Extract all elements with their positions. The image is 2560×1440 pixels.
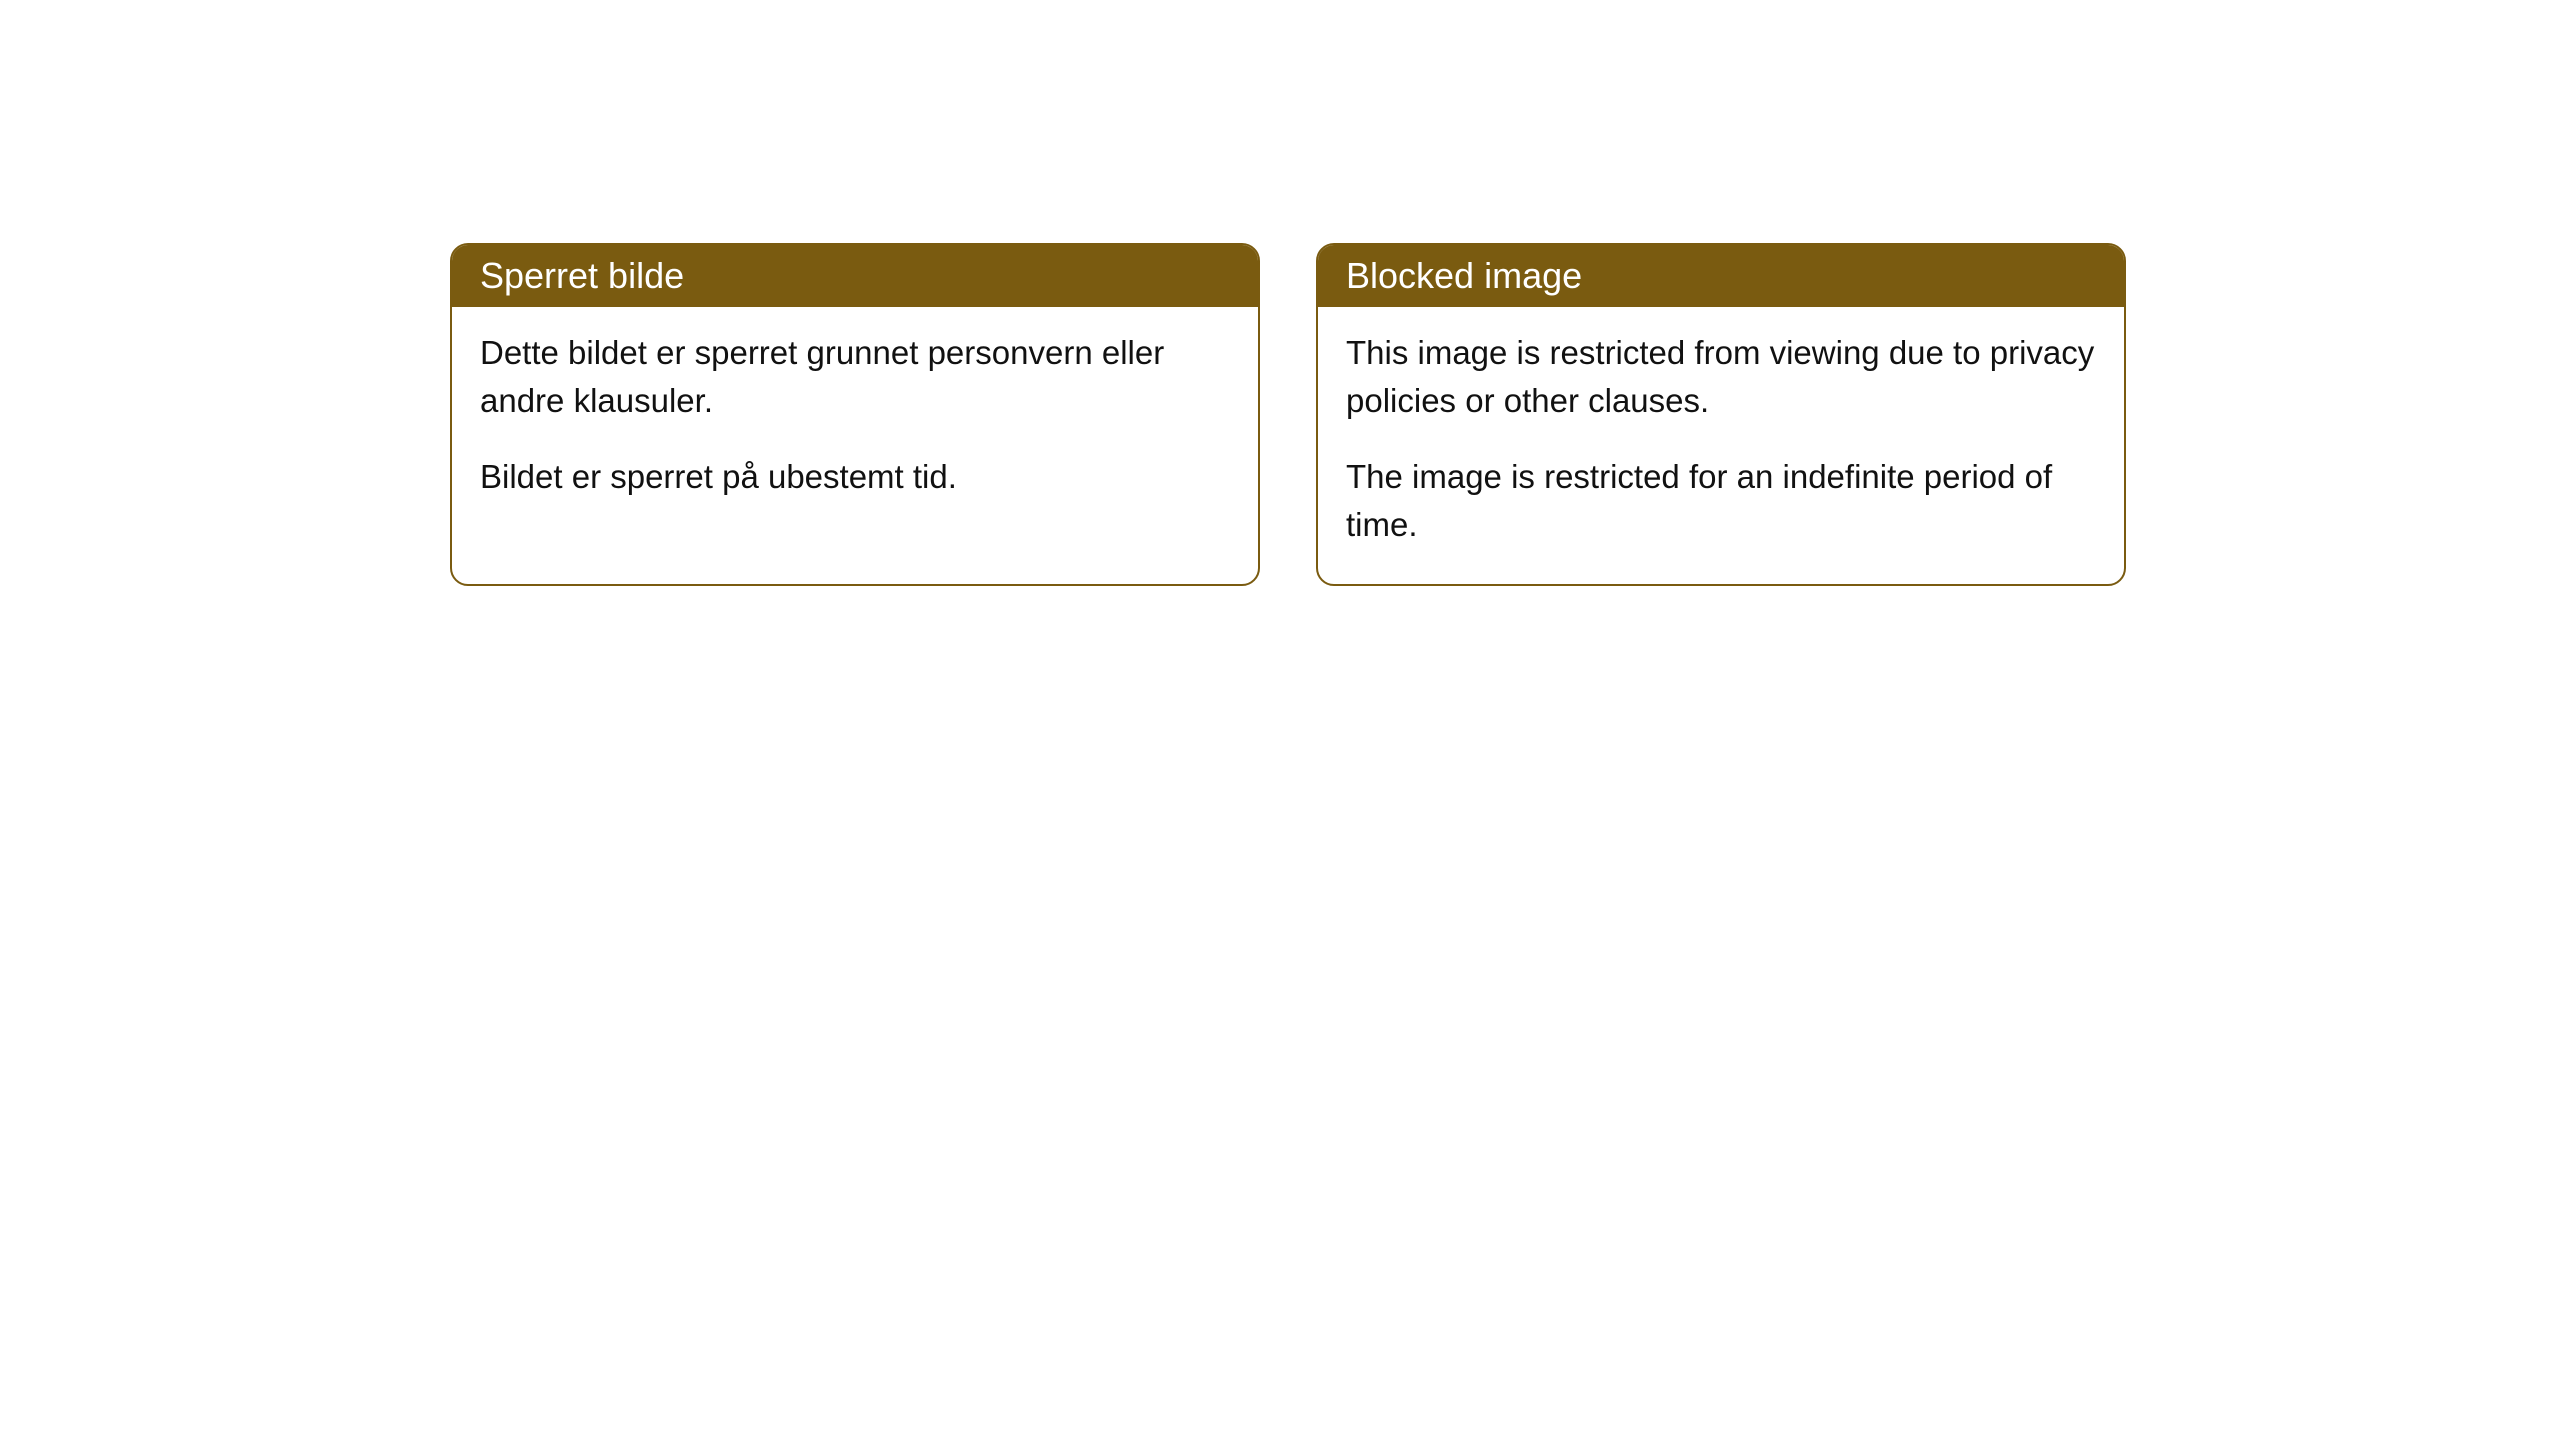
notice-card-english: Blocked image This image is restricted f… bbox=[1316, 243, 2126, 586]
card-title: Blocked image bbox=[1346, 255, 1582, 296]
card-body: This image is restricted from viewing du… bbox=[1318, 307, 2124, 584]
card-body: Dette bildet er sperret grunnet personve… bbox=[452, 307, 1258, 537]
card-paragraph: This image is restricted from viewing du… bbox=[1346, 329, 2096, 425]
notice-container: Sperret bilde Dette bildet er sperret gr… bbox=[450, 243, 2126, 586]
card-paragraph: The image is restricted for an indefinit… bbox=[1346, 453, 2096, 549]
card-header: Blocked image bbox=[1318, 245, 2124, 307]
card-header: Sperret bilde bbox=[452, 245, 1258, 307]
card-title: Sperret bilde bbox=[480, 255, 684, 296]
card-paragraph: Bildet er sperret på ubestemt tid. bbox=[480, 453, 1230, 501]
card-paragraph: Dette bildet er sperret grunnet personve… bbox=[480, 329, 1230, 425]
notice-card-norwegian: Sperret bilde Dette bildet er sperret gr… bbox=[450, 243, 1260, 586]
